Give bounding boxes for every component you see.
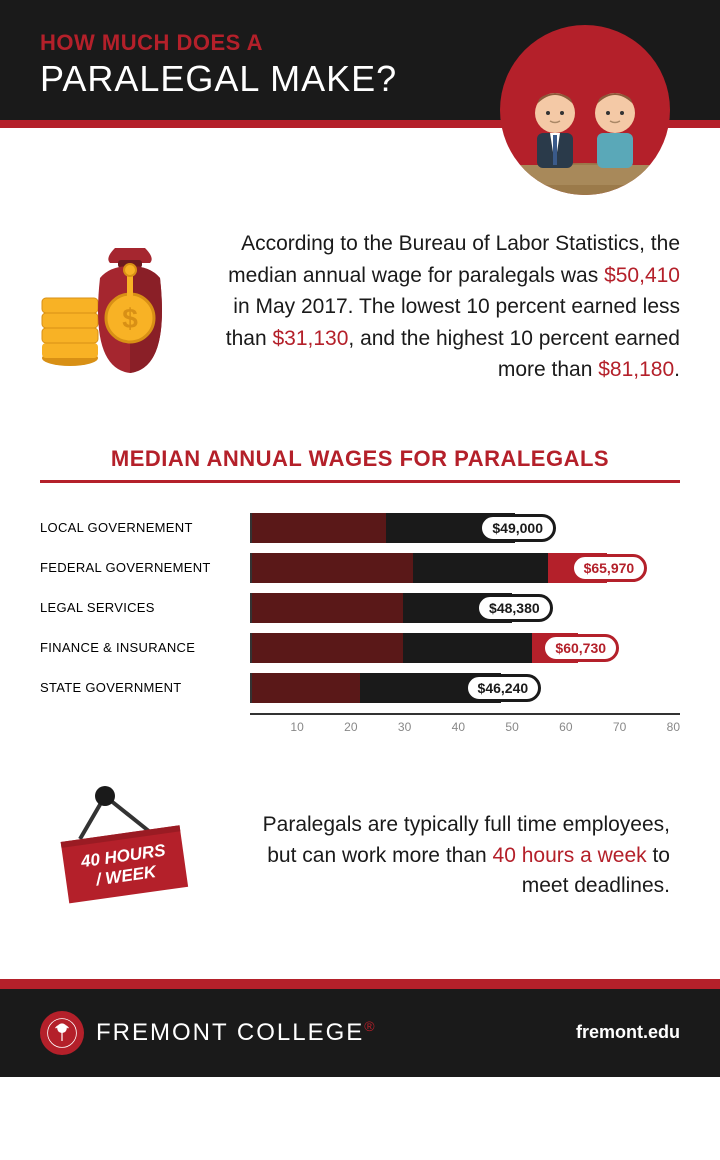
intro-p4: . <box>674 358 680 381</box>
hours-text: Paralegals are typically full time emplo… <box>240 810 670 901</box>
footer-logo-icon <box>40 1011 84 1055</box>
bar-segment <box>403 633 532 663</box>
chart-value-pill: $48,380 <box>476 594 553 622</box>
hours-section: 40 HOURS / WEEK Paralegals are typically… <box>0 754 720 979</box>
chart-bar: $48,380 <box>250 593 680 623</box>
header-people-circle <box>500 25 670 195</box>
axis-tick: 30 <box>358 720 412 734</box>
chart-value-pill: $60,730 <box>542 634 619 662</box>
chart-row: LEGAL SERVICES $48,380 <box>40 593 680 623</box>
bar-chart: LOCAL GOVERNEMENT $49,000 FEDERAL GOVERNEM… <box>0 513 720 754</box>
footer-brand: FREMONT COLLEGE® <box>40 1011 377 1055</box>
chart-bar: $60,730 <box>250 633 680 663</box>
registered-mark: ® <box>364 1018 376 1034</box>
axis-tick: 40 <box>411 720 465 734</box>
intro-v2: $31,130 <box>272 327 348 350</box>
chart-value-pill: $49,000 <box>479 514 556 542</box>
bar-segment <box>252 513 386 543</box>
chart-value-pill: $65,970 <box>571 554 648 582</box>
hours-sign-icon: 40 HOURS / WEEK <box>50 784 210 929</box>
bar-segment <box>413 553 547 583</box>
bar-segment <box>252 593 403 623</box>
bar-segment <box>252 633 403 663</box>
chart-row-label: FEDERAL GOVERNEMENT <box>40 560 250 575</box>
header-banner: HOW MUCH DOES A PARALEGAL MAKE? <box>0 0 720 128</box>
axis-tick: 60 <box>519 720 573 734</box>
money-bag-icon: $ <box>40 228 200 383</box>
hours-v1: 40 hours a week <box>493 844 647 867</box>
axis-tick: 80 <box>626 720 680 734</box>
axis-tick: 50 <box>465 720 519 734</box>
chart-bar: $46,240 <box>250 673 680 703</box>
chart-value-pill: $46,240 <box>465 674 542 702</box>
footer: FREMONT COLLEGE® fremont.edu <box>0 979 720 1077</box>
axis-tick: 20 <box>304 720 358 734</box>
axis-tick: 70 <box>573 720 627 734</box>
chart-row-label: STATE GOVERNMENT <box>40 680 250 695</box>
chart-bar: $65,970 <box>250 553 680 583</box>
intro-v1: $50,410 <box>604 264 680 287</box>
chart-row-label: LOCAL GOVERNEMENT <box>40 520 250 535</box>
x-axis-ticks: 1020304050607080 <box>250 715 680 734</box>
chart-title-underline <box>40 480 680 483</box>
footer-brand-text: FREMONT COLLEGE <box>96 1019 364 1046</box>
chart-bar: $49,000 <box>250 513 680 543</box>
intro-text: According to the Bureau of Labor Statist… <box>220 228 680 386</box>
footer-brand-name: FREMONT COLLEGE® <box>96 1018 377 1047</box>
chart-title: MEDIAN ANNUAL WAGES FOR PARALEGALS <box>40 446 680 472</box>
chart-row: FEDERAL GOVERNEMENT $65,970 <box>40 553 680 583</box>
intro-v3: $81,180 <box>598 358 674 381</box>
chart-row: STATE GOVERNMENT $46,240 <box>40 673 680 703</box>
chart-row-label: FINANCE & INSURANCE <box>40 640 250 655</box>
axis-tick: 10 <box>250 720 304 734</box>
chart-row: FINANCE & INSURANCE $60,730 <box>40 633 680 663</box>
bar-segment <box>252 553 413 583</box>
footer-url: fremont.edu <box>576 1022 680 1043</box>
chart-row-label: LEGAL SERVICES <box>40 600 250 615</box>
bar-segment <box>252 673 360 703</box>
chart-row: LOCAL GOVERNEMENT $49,000 <box>40 513 680 543</box>
svg-text:$: $ <box>122 303 138 334</box>
